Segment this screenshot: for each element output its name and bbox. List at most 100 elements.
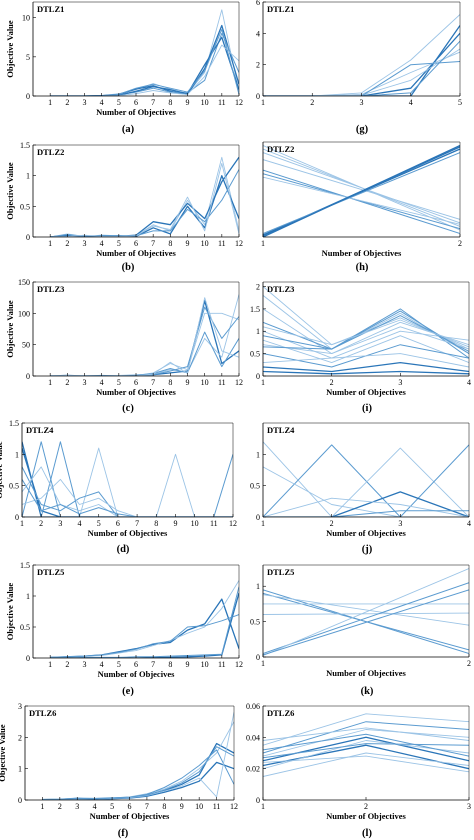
x-tick-label: 5 [117, 378, 121, 387]
series-line-5 [50, 44, 239, 96]
chart-title: DTLZ4 [267, 425, 295, 435]
y-tick-label: 1 [26, 172, 30, 181]
x-tick-label: 5 [97, 519, 101, 528]
chart-title: DTLZ2 [267, 144, 294, 154]
y-tick-label: 0 [256, 513, 260, 522]
series-line-1 [263, 713, 469, 746]
x-tick-label: 6 [134, 239, 138, 248]
series-line-7 [263, 733, 469, 757]
y-tick-label: 1 [26, 592, 30, 601]
x-tick-label: 12 [229, 519, 237, 528]
series-line-9 [263, 743, 469, 759]
x-tick-label: 4 [409, 98, 413, 107]
x-tick-label: 2 [65, 239, 69, 248]
series-group [263, 144, 460, 237]
x-tick-label: 2 [364, 802, 368, 811]
series-line-1 [50, 300, 239, 376]
chart-g: 1 2 3 4 5 0 2 4 6 DTLZ1 (g) [256, 0, 462, 135]
y-tick-label: 0 [256, 653, 260, 662]
series-line-10 [263, 353, 469, 368]
x-axis-label: Number of Objectives [88, 528, 168, 538]
x-tick-label: 3 [83, 239, 87, 248]
x-tick-label: 3 [83, 660, 87, 669]
x-tick-label: 3 [58, 519, 62, 528]
series-line-5 [263, 61, 460, 96]
x-tick-label: 9 [180, 802, 184, 811]
series-line-2 [50, 580, 239, 658]
series-line-5 [50, 162, 239, 237]
series-line-2 [263, 721, 469, 754]
x-tick-label: 11 [210, 519, 218, 528]
subplot-label: (a) [122, 124, 135, 135]
x-tick-label: 3 [83, 378, 87, 387]
series-line-3 [50, 156, 239, 237]
y-tick-label: 10 [22, 14, 30, 23]
series-group [263, 568, 469, 657]
y-tick-label: 1.5 [20, 141, 30, 150]
y-tick-label: 5 [26, 53, 30, 62]
x-axis-label: Number of Objectives [326, 528, 406, 538]
series-line-2 [50, 24, 239, 96]
x-tick-label: 5 [117, 98, 121, 107]
x-tick-label: 1 [20, 519, 24, 528]
series-line-3 [263, 447, 469, 517]
y-tick-label: 0.02 [246, 765, 260, 774]
series-group [42, 712, 234, 800]
y-tick-label: 0 [26, 372, 30, 381]
series-group [50, 294, 239, 376]
x-tick-label: 4 [100, 660, 104, 669]
x-tick-label: 4 [93, 802, 97, 811]
x-axis-label: Number of Objectives [322, 248, 402, 258]
x-tick-label: 7 [145, 802, 149, 811]
x-tick-label: 7 [151, 660, 155, 669]
series-group [263, 441, 469, 517]
series-line-5 [42, 712, 234, 800]
series-line-4 [263, 159, 460, 220]
series-line-2 [263, 444, 469, 517]
series-line-6 [42, 746, 234, 800]
series-line-6 [263, 315, 469, 352]
x-tick-label: 11 [213, 802, 221, 811]
x-tick-label: 3 [398, 378, 402, 387]
y-tick-label: 6 [256, 0, 260, 7]
y-tick-label: 0 [26, 233, 30, 242]
series-line-2 [50, 294, 239, 376]
x-axis-label: Number of Objectives [96, 248, 176, 258]
series-line-3 [22, 441, 233, 517]
series-line-4 [263, 444, 469, 517]
series-line-10 [263, 152, 460, 234]
x-tick-label: 1 [48, 660, 52, 669]
y-tick-label: 3 [18, 702, 22, 711]
y-tick-label: 2 [256, 282, 260, 291]
series-line-8 [263, 752, 469, 777]
chart-title: DTLZ3 [37, 284, 64, 294]
series-line-7 [263, 335, 469, 364]
y-axis-label: Objective Value [5, 300, 15, 358]
x-tick-label: 7 [151, 378, 155, 387]
x-tick-label: 2 [467, 659, 471, 668]
y-tick-label: 150 [18, 278, 30, 287]
x-tick-label: 11 [218, 239, 226, 248]
subplot-label: (c) [122, 403, 134, 414]
subplot-label: (j) [362, 544, 373, 555]
y-tick-label: 0 [26, 654, 30, 663]
x-tick-label: 12 [235, 378, 243, 387]
series-line-5 [50, 331, 239, 376]
x-tick-label: 6 [134, 98, 138, 107]
series-line-5 [263, 744, 469, 770]
chart-title: DTLZ5 [267, 567, 294, 577]
series-line-4 [50, 36, 239, 96]
series-line-7 [263, 568, 469, 657]
series-line-3 [263, 152, 460, 224]
subplot-label: (f) [118, 828, 129, 839]
x-axis-label: Number of Objecives [98, 669, 175, 679]
y-tick-label: 0.5 [20, 202, 30, 211]
x-tick-label: 8 [162, 802, 166, 811]
x-tick-label: 2 [65, 378, 69, 387]
series-group [50, 580, 239, 658]
subplot-label: (e) [122, 686, 134, 697]
x-tick-label: 10 [201, 98, 209, 107]
